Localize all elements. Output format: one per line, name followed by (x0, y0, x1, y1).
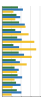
bar (2, 29, 15, 31)
bar (2, 16, 20, 18)
bar (2, 61, 20, 63)
bar (2, 59, 16, 61)
grid-line (40, 6, 41, 96)
grid-line (21, 6, 22, 96)
tick (21, 96, 22, 97)
axis-line (3, 96, 41, 98)
bar (2, 37, 17, 39)
bar (2, 74, 18, 76)
y-axis (2, 7, 3, 97)
bar (2, 33, 29, 35)
tick (12, 96, 13, 97)
bar (2, 41, 34, 43)
bar (2, 63, 27, 65)
tick-mark (21, 96, 22, 97)
bar (2, 89, 17, 91)
bar (2, 54, 24, 56)
tick-mark (40, 96, 41, 97)
bar (2, 46, 19, 48)
bar (2, 78, 15, 80)
grid (2, 6, 40, 96)
bar (2, 52, 19, 54)
bar (2, 91, 21, 93)
bar (2, 26, 26, 28)
bar (2, 86, 13, 88)
bar (2, 93, 12, 95)
bar (2, 9, 23, 11)
bar (2, 48, 36, 50)
bar (2, 31, 21, 33)
bar (2, 44, 13, 46)
bar (2, 56, 32, 58)
bar (2, 84, 21, 86)
bar (2, 76, 22, 78)
tick (31, 96, 32, 97)
bars (2, 6, 36, 95)
axis-line (2, 7, 3, 97)
bar (2, 39, 22, 41)
grid-line (30, 6, 31, 96)
bar (2, 18, 15, 20)
bar (2, 82, 16, 84)
bar (2, 21, 19, 23)
tick-mark (12, 96, 13, 97)
series (2, 11, 36, 96)
tick-mark (31, 96, 32, 97)
bar (2, 11, 13, 13)
x-axis (3, 96, 41, 97)
bar (2, 14, 16, 16)
plot (2, 6, 41, 97)
bar (2, 24, 25, 26)
chart (0, 0, 42, 100)
series (2, 9, 25, 94)
bar (2, 71, 17, 73)
bar (2, 6, 18, 8)
tick (40, 96, 41, 97)
bar (2, 67, 15, 69)
bar (2, 69, 19, 71)
